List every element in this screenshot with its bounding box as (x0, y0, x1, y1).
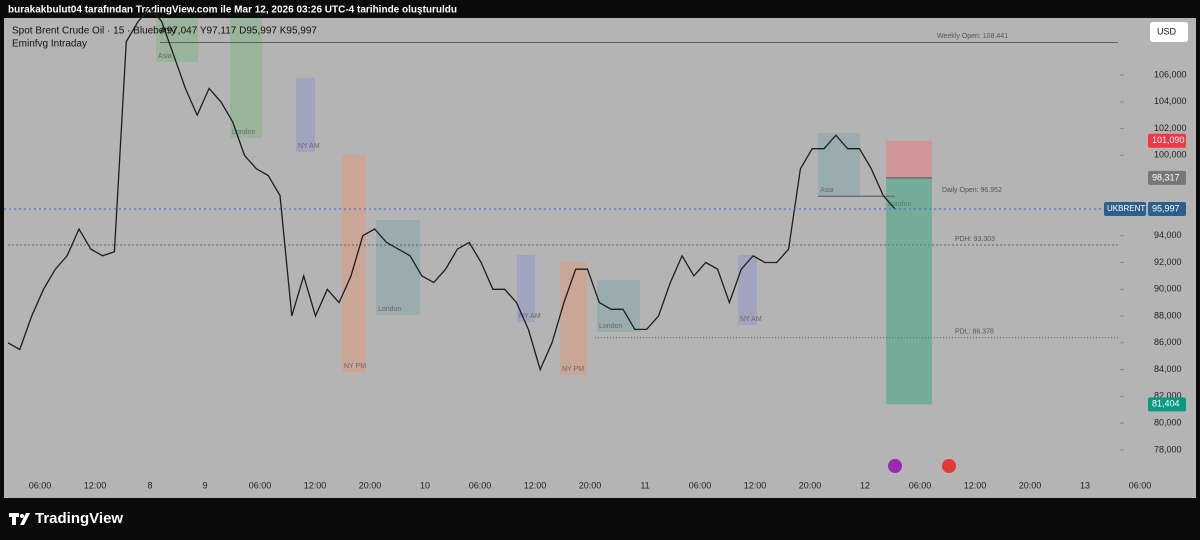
stop-badge-label: 101,090 (1152, 135, 1185, 145)
level-label: PDH: 93.303 (955, 236, 995, 243)
session-box (296, 78, 315, 152)
y-tick-label: 80,000 (1154, 418, 1182, 428)
session-box (818, 133, 860, 196)
y-tick-label: 106,000 (1154, 69, 1187, 79)
session-label: NY AM (298, 143, 320, 150)
y-tick-label: 88,000 (1154, 310, 1182, 320)
session-label: NY AM (740, 316, 762, 323)
y-tick-label: 90,000 (1154, 284, 1182, 294)
x-tick-label: 06:00 (469, 480, 492, 490)
x-tick-label: 06:00 (689, 480, 712, 490)
x-tick-label: 9 (202, 480, 207, 490)
session-label: NY PM (562, 366, 584, 373)
x-tick-label: 12:00 (524, 480, 547, 490)
session-label: Asia (158, 53, 172, 60)
y-tick-label: 82,000 (1154, 391, 1182, 401)
header: burakakbulut04 tarafından TradingView.co… (8, 5, 457, 16)
y-tick-label: 104,000 (1154, 96, 1187, 106)
x-tick-label: 20:00 (799, 480, 822, 490)
x-tick-label: 12:00 (304, 480, 327, 490)
x-tick-label: 12 (860, 480, 870, 490)
currency-button[interactable] (1150, 22, 1188, 42)
currency[interactable]: USD (1157, 26, 1177, 36)
stop-zone (886, 140, 932, 178)
target-zone (886, 177, 932, 405)
y-tick-label: 100,000 (1154, 150, 1187, 160)
indicator-name: Eminfvg Intraday (12, 39, 87, 50)
brand: TradingView (35, 510, 123, 527)
session-label: NY AM (519, 313, 541, 320)
x-tick-label: 12:00 (84, 480, 107, 490)
x-tick-label: 13 (1080, 480, 1090, 490)
entry-badge (1148, 170, 1186, 185)
session-label: London (888, 201, 911, 208)
session-box (738, 255, 757, 325)
x-tick-label: 12:00 (744, 480, 767, 490)
session-label: London (232, 129, 255, 136)
price-line (7, 7, 896, 372)
logo (9, 513, 30, 525)
stop-badge (1148, 133, 1186, 148)
last-price-badge (1148, 201, 1186, 216)
session-label: London (599, 323, 622, 330)
level-label: Weekly Open: 108.441 (937, 33, 1008, 40)
x-tick-label: 20:00 (1019, 480, 1042, 490)
x-tick-label: 20:00 (579, 480, 602, 490)
level-label: Daily Open: 96.952 (942, 187, 1002, 194)
event-icon (942, 459, 956, 473)
x-tick-label: 12:00 (964, 480, 987, 490)
chart-area (4, 18, 1196, 498)
target-badge-label: 81,404 (1152, 399, 1180, 409)
session-label: NY PM (344, 363, 366, 370)
x-tick-label: 06:00 (29, 480, 52, 490)
x-tick-label: 06:00 (909, 480, 932, 490)
session-label: London (378, 306, 401, 313)
target-badge (1148, 397, 1186, 412)
ohlc: A97,047 Y97,117 D95,997 K95,997 (160, 26, 317, 37)
session-box (517, 255, 535, 322)
x-tick-label: 06:00 (249, 480, 272, 490)
entry-badge-label: 98,317 (1152, 172, 1180, 182)
y-tick-label: 102,000 (1154, 123, 1187, 133)
x-tick-label: 8 (147, 480, 152, 490)
last-price-badge-label: 95,997 (1152, 203, 1180, 213)
x-tick-label: 11 (640, 480, 649, 490)
x-tick-label: 10 (420, 480, 430, 490)
chart-title: Spot Brent Crude Oil · 15 · Blueberry (12, 26, 176, 37)
session-box (230, 18, 262, 138)
x-tick-label: 06:00 (1129, 480, 1152, 490)
x-tick-label: 20:00 (359, 480, 382, 490)
y-tick-label: 84,000 (1154, 364, 1182, 374)
y-tick-label: 86,000 (1154, 337, 1182, 347)
session-box (560, 262, 587, 375)
y-tick-label: 94,000 (1154, 230, 1182, 240)
session-label: Asia (820, 187, 834, 194)
level-label: PDL: 86.378 (955, 329, 994, 336)
session-box (376, 220, 420, 315)
y-tick-label: 78,000 (1154, 444, 1182, 454)
event-icon (888, 459, 902, 473)
y-tick-label: 92,000 (1154, 257, 1182, 267)
plot: Asia London NY AM NY PM London NY AM NY PM Lond… (4, 7, 1187, 490)
symbol-badge (1104, 201, 1146, 216)
symbol-label: UKBRENT (1107, 204, 1145, 213)
